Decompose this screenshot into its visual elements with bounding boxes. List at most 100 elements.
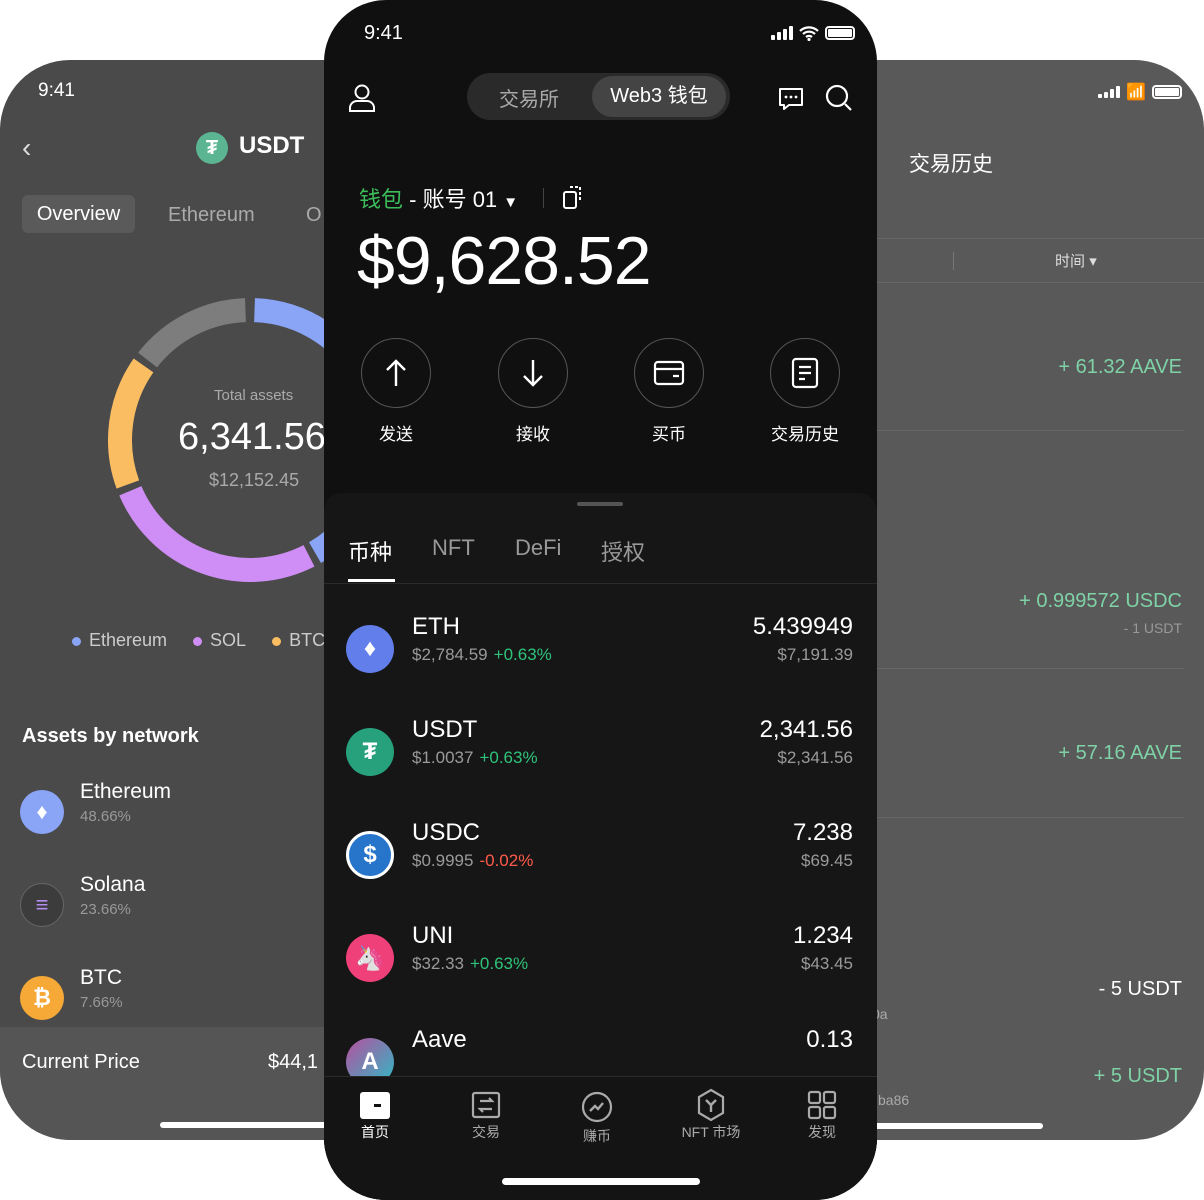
donut-segment-ethereum xyxy=(253,298,360,526)
current-price-label: Current Price xyxy=(22,1051,140,1073)
tab-defi[interactable]: DeFi xyxy=(515,535,562,560)
network-percent: 23.66% xyxy=(80,901,131,918)
trade-icon xyxy=(471,1091,501,1119)
tab-overview[interactable]: Overview xyxy=(22,195,135,233)
donut-usd: $12,152.45 xyxy=(209,470,300,490)
nav-discover[interactable]: 发现 xyxy=(772,1088,872,1142)
mode-switch: 交易所 Web3 钱包 xyxy=(467,73,730,120)
nav-nft-market[interactable]: NFT 市场 xyxy=(661,1088,761,1142)
donut-segment-other xyxy=(138,298,247,368)
status-time: 9:41 xyxy=(364,22,403,44)
send-button[interactable]: 发送 xyxy=(351,338,441,445)
token-name: Aave xyxy=(412,1026,467,1053)
status-time: 9:41 xyxy=(38,80,75,101)
nav-home[interactable]: 首页 xyxy=(325,1088,425,1142)
history-button[interactable]: 交易历史 xyxy=(760,338,850,445)
transaction-sub: - 1 USDT xyxy=(1123,620,1182,636)
tab-exchange[interactable]: 交易所 xyxy=(499,89,559,111)
nav-earn[interactable]: 赚币 xyxy=(547,1088,647,1146)
tab-tokens[interactable]: 币种 xyxy=(348,540,393,565)
token-row-uni[interactable]: 🦄 UNI $32.33 +0.63% 1.234 $43.45 xyxy=(324,922,877,1024)
token-name: USDT xyxy=(412,716,478,743)
token-name: USDC xyxy=(412,819,481,846)
token-value: $2,341.56 xyxy=(777,748,853,767)
profile-icon[interactable] xyxy=(348,83,376,113)
drag-handle[interactable] xyxy=(577,502,623,506)
wallet-phone: 9:41 交易所 Web3 钱包 钱包 - 账号 01 ▼ $9,628.52 … xyxy=(324,0,877,1200)
transaction-amount[interactable]: + 5 USDT xyxy=(1093,1065,1182,1087)
tx-hash: ba86 xyxy=(878,1092,910,1108)
home-indicator xyxy=(160,1122,360,1128)
account-label: - 账号 01 xyxy=(409,187,498,212)
donut-legend: Ethereum SOL BTC xyxy=(72,630,325,651)
status-icons: 📶 xyxy=(1098,82,1182,102)
battery-icon xyxy=(825,26,855,40)
token-row-usdc[interactable]: $ USDC $0.9995 -0.02% 7.238 $69.45 xyxy=(324,819,877,921)
time-filter[interactable]: 时间 ▾ xyxy=(1055,253,1097,270)
page-title: 交易历史 xyxy=(909,153,993,176)
token-amount: 7.238 xyxy=(792,819,853,846)
network-name: BTC xyxy=(80,966,122,989)
back-icon[interactable]: ‹ xyxy=(22,132,32,163)
legend-sol: SOL xyxy=(193,630,246,651)
token-row-usdt[interactable]: ₮ USDT $1.0037 +0.63% 2,341.56 $2,341.56 xyxy=(324,716,877,818)
token-name: UNI xyxy=(412,922,454,949)
network-percent: 7.66% xyxy=(80,994,123,1011)
tab-other[interactable]: O xyxy=(306,204,322,226)
wallet-label: 钱包 xyxy=(359,187,404,212)
battery-icon xyxy=(1152,85,1182,99)
legend-btc: BTC xyxy=(272,630,325,651)
receive-button[interactable]: 接收 xyxy=(488,338,578,445)
token-value: $7,191.39 xyxy=(777,645,853,664)
page-title: USDT xyxy=(239,132,305,159)
discover-icon xyxy=(807,1090,837,1120)
usdt-detail-phone: 9:41 ‹ ₮ USDT Overview Ethereum O Total … xyxy=(0,60,360,1140)
token-value: $43.45 xyxy=(801,954,853,973)
donut-label: Total assets xyxy=(214,387,294,404)
signal-icon xyxy=(771,26,793,40)
arrow-down-icon xyxy=(523,360,543,387)
copy-icon[interactable] xyxy=(561,184,585,210)
legend-ethereum: Ethereum xyxy=(72,630,167,651)
wifi-icon xyxy=(799,26,819,41)
solana-icon: ≡ xyxy=(20,883,64,927)
tab-approvals[interactable]: 授权 xyxy=(601,540,646,565)
card-icon xyxy=(653,360,685,386)
buy-button[interactable]: 买币 xyxy=(624,338,714,445)
history-phone: 📶 交易历史 时间 ▾ + 61.32 AAVE + 0.999572 USDC… xyxy=(840,60,1204,1140)
token-price: $1.0037 +0.63% xyxy=(412,748,538,767)
usdt-icon: ₮ xyxy=(196,132,228,164)
usdc-icon: $ xyxy=(346,831,394,879)
transaction-amount[interactable]: + 0.999572 USDC xyxy=(1019,590,1182,612)
signal-icon xyxy=(1098,86,1121,98)
donut-segment-btc xyxy=(108,358,154,489)
status-icons xyxy=(771,25,855,41)
current-price-bar: Current Price $44,1 xyxy=(0,1027,360,1140)
donut-amount: 6,341.56 xyxy=(178,416,326,458)
donut-segment-sol xyxy=(119,485,315,582)
token-amount: 1.234 xyxy=(792,922,853,949)
tab-ethereum[interactable]: Ethereum xyxy=(168,204,255,226)
tab-web3-wallet[interactable]: Web3 钱包 xyxy=(592,76,726,117)
network-percent: 48.66% xyxy=(80,808,131,825)
transaction-amount[interactable]: - 5 USDT xyxy=(1098,978,1182,1000)
token-row-eth[interactable]: ♦ ETH $2,784.59 +0.63% 5.439949 $7,191.39 xyxy=(324,613,877,715)
token-amount: 2,341.56 xyxy=(759,716,853,743)
usdt-icon: ₮ xyxy=(346,728,394,776)
caret-down-icon: ▼ xyxy=(503,194,519,211)
home-indicator xyxy=(870,1123,1043,1129)
transaction-amount[interactable]: + 61.32 AAVE xyxy=(1058,356,1182,378)
wifi-icon: 📶 xyxy=(1126,84,1146,101)
token-amount: 5.439949 xyxy=(752,613,853,640)
section-title: Assets by network xyxy=(22,725,199,747)
token-name: ETH xyxy=(412,613,460,640)
search-icon[interactable] xyxy=(824,83,854,113)
token-price: $2,784.59 +0.63% xyxy=(412,645,552,664)
account-selector[interactable]: 钱包 - 账号 01 ▼ xyxy=(359,182,518,214)
bitcoin-icon: ₿ xyxy=(20,976,64,1020)
transaction-amount[interactable]: + 57.16 AAVE xyxy=(1058,742,1182,764)
eth-icon: ♦ xyxy=(346,625,394,673)
nav-trade[interactable]: 交易 xyxy=(436,1088,536,1142)
tab-nft[interactable]: NFT xyxy=(432,535,475,560)
message-icon[interactable] xyxy=(777,85,805,113)
